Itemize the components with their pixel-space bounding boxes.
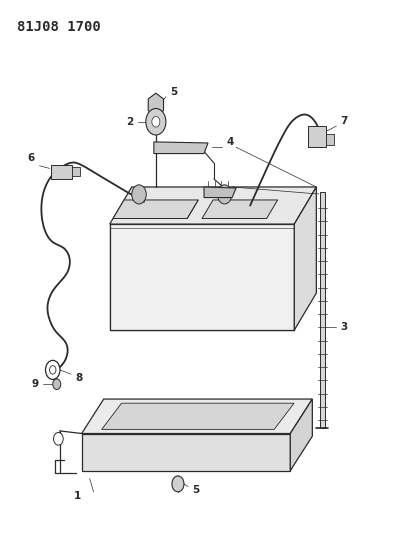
Circle shape bbox=[54, 432, 63, 445]
Polygon shape bbox=[154, 142, 208, 154]
Polygon shape bbox=[202, 200, 278, 219]
Text: 9: 9 bbox=[31, 379, 38, 389]
Circle shape bbox=[172, 476, 184, 492]
Text: 2: 2 bbox=[126, 117, 133, 127]
Polygon shape bbox=[110, 224, 294, 330]
Text: 6: 6 bbox=[28, 153, 35, 163]
Polygon shape bbox=[82, 433, 290, 471]
Polygon shape bbox=[110, 224, 294, 330]
Polygon shape bbox=[82, 399, 312, 433]
Text: 4: 4 bbox=[226, 137, 234, 147]
Polygon shape bbox=[72, 167, 80, 176]
Polygon shape bbox=[320, 192, 325, 428]
Circle shape bbox=[152, 116, 160, 127]
Text: 5: 5 bbox=[170, 86, 177, 96]
Circle shape bbox=[50, 366, 56, 374]
Text: 8: 8 bbox=[75, 373, 82, 383]
Polygon shape bbox=[204, 187, 236, 198]
Text: 7: 7 bbox=[341, 116, 348, 126]
Text: 3: 3 bbox=[341, 322, 348, 333]
Text: 81J08 1700: 81J08 1700 bbox=[17, 20, 101, 34]
Polygon shape bbox=[294, 187, 316, 330]
Polygon shape bbox=[326, 134, 335, 144]
Polygon shape bbox=[113, 200, 198, 219]
Polygon shape bbox=[102, 403, 294, 430]
Circle shape bbox=[146, 109, 166, 135]
Polygon shape bbox=[148, 93, 164, 116]
Polygon shape bbox=[308, 126, 326, 147]
Circle shape bbox=[53, 379, 61, 390]
Circle shape bbox=[46, 360, 60, 379]
Polygon shape bbox=[110, 187, 316, 224]
Text: 1: 1 bbox=[74, 491, 81, 501]
Polygon shape bbox=[51, 165, 72, 179]
Polygon shape bbox=[290, 399, 312, 471]
Circle shape bbox=[132, 185, 146, 204]
Circle shape bbox=[217, 185, 232, 204]
Text: 5: 5 bbox=[192, 485, 200, 495]
